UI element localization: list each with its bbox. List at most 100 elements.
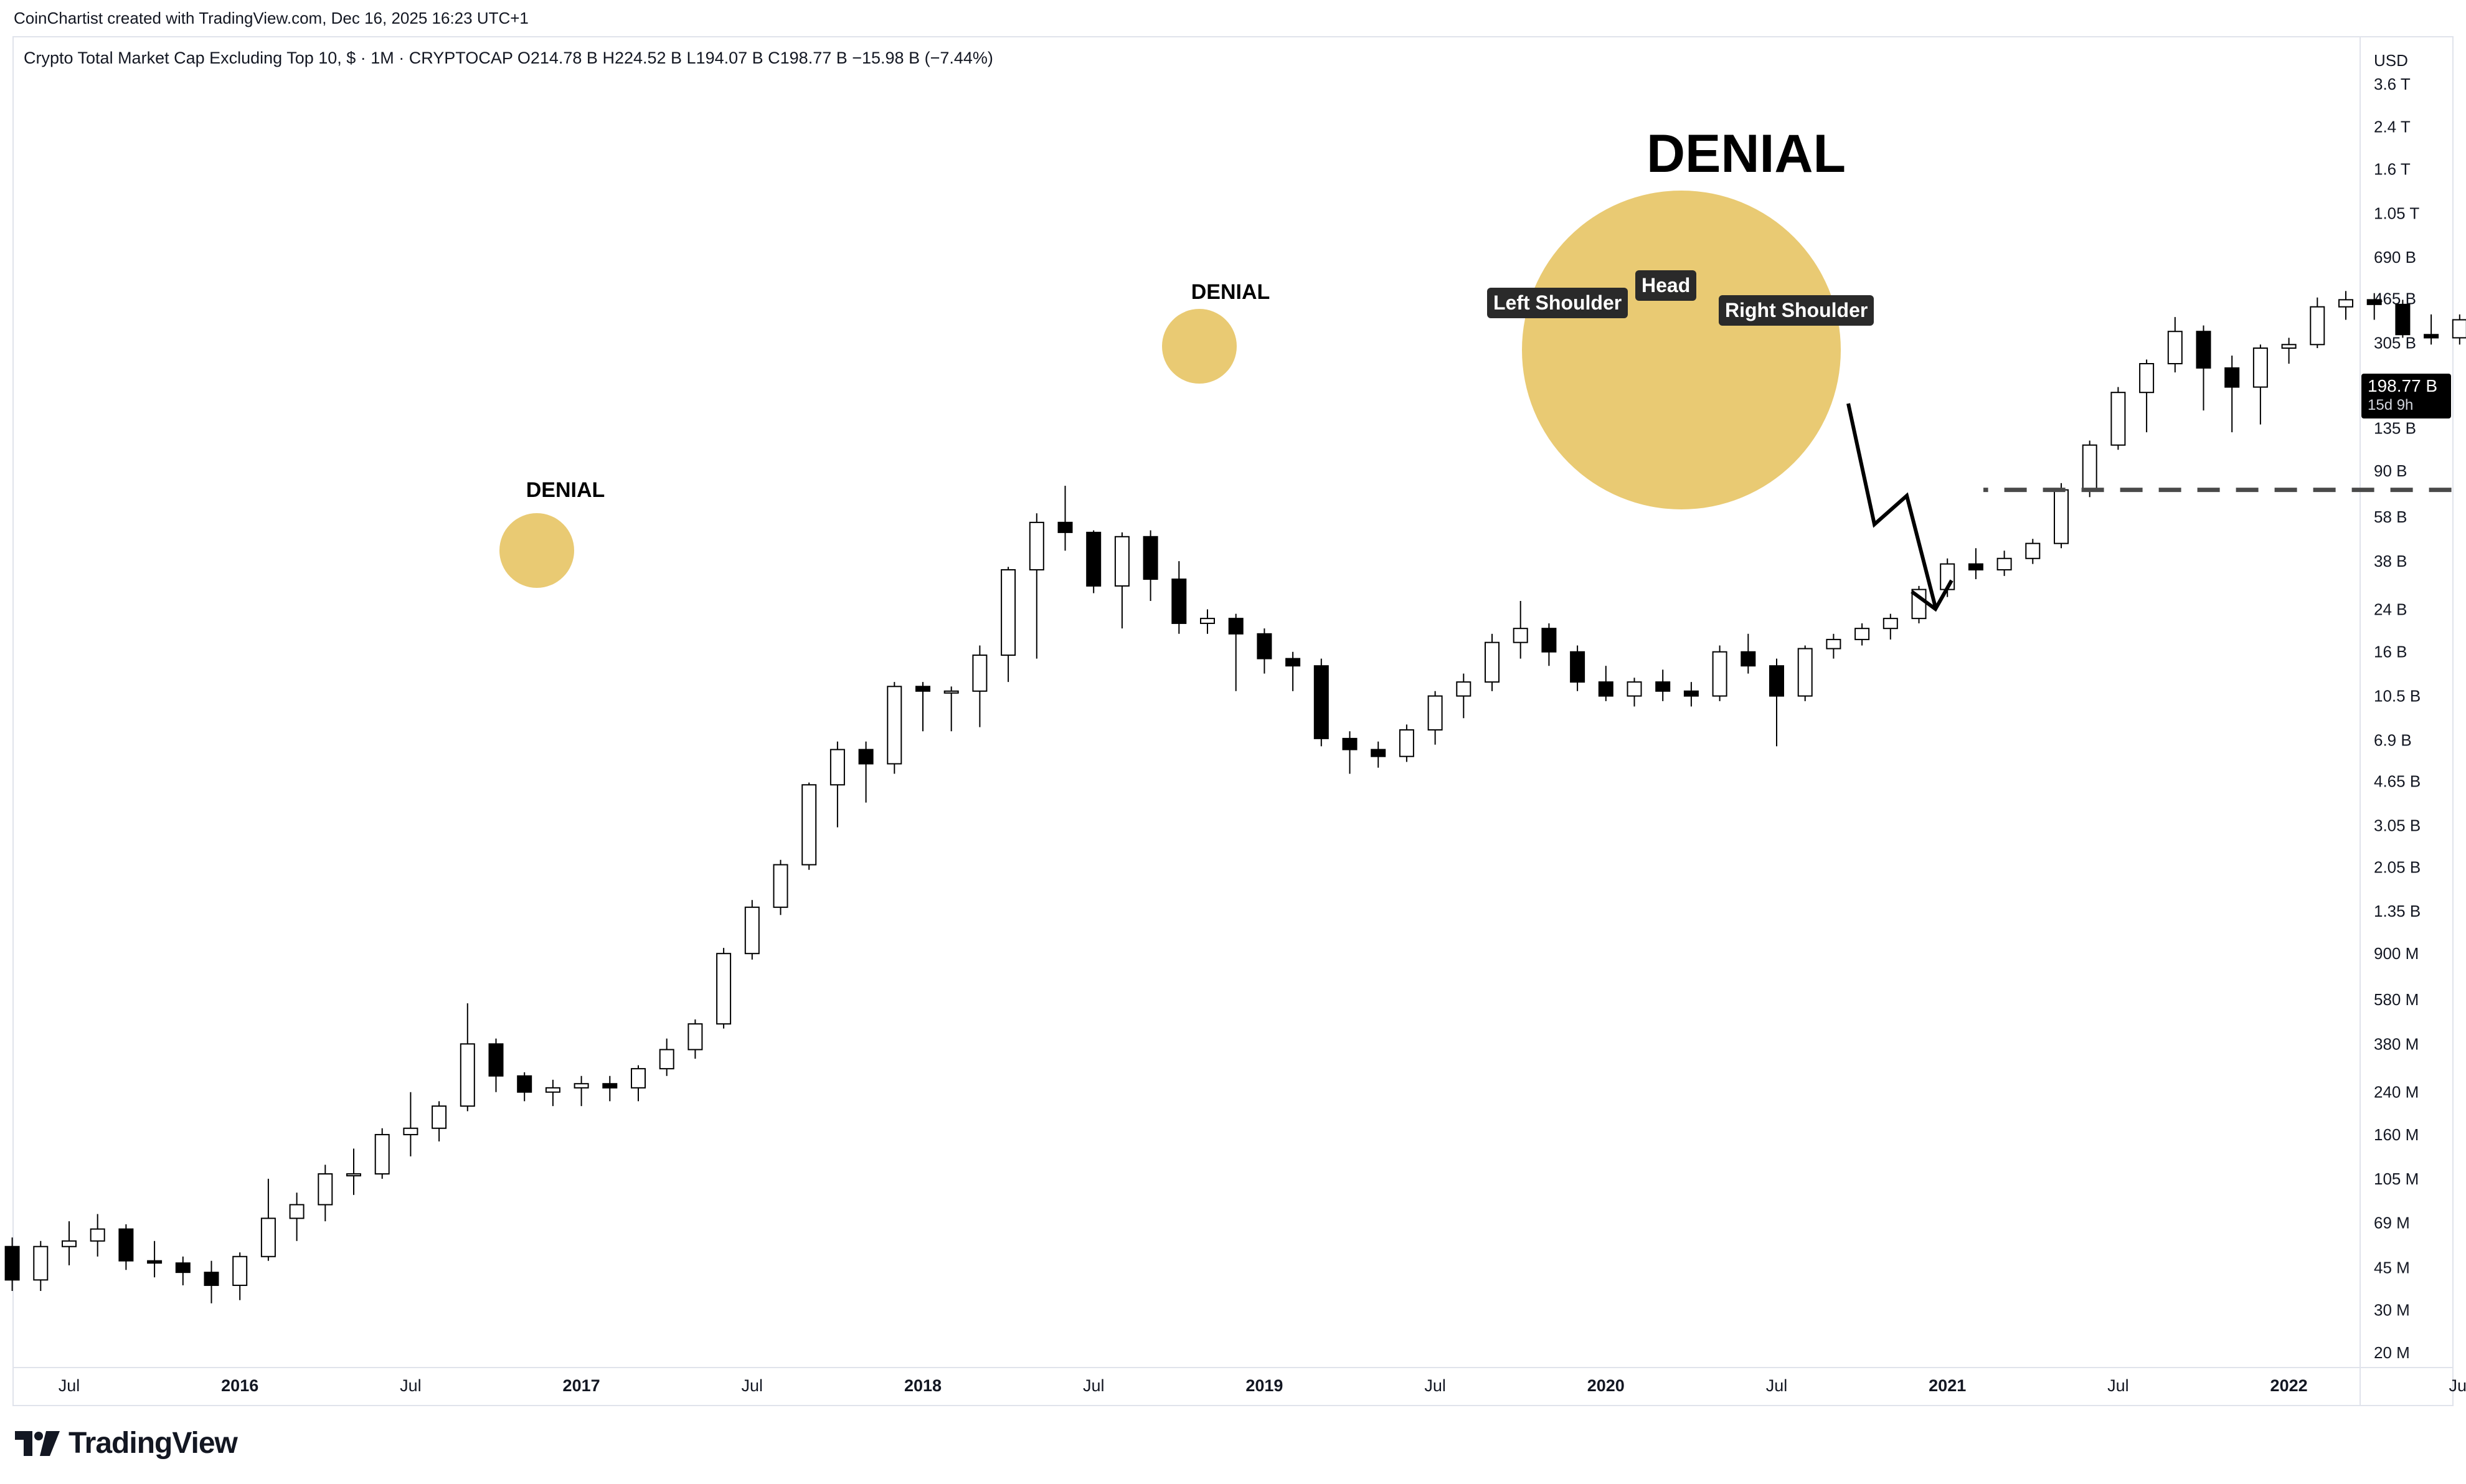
candle-down [4,1245,20,1281]
candle-up [801,784,817,866]
x-tick-label: Jul [1766,1376,1788,1395]
candle-down [204,1272,219,1286]
candle-up [2452,319,2466,339]
y-tick-label: 305 B [2374,334,2416,352]
head-label: Head [1635,270,1697,301]
candle-up [460,1043,475,1107]
x-tick-label: 2016 [221,1376,258,1395]
candle-up [545,1087,560,1093]
candles [4,291,2466,1303]
candle-up [346,1173,361,1177]
right-shoulder-label: Right Shoulder [1719,295,1874,326]
denial-label-2018: DENIAL [526,478,605,502]
candle-up [1427,695,1443,731]
candle-up [773,864,788,908]
candle-down [1143,536,1158,580]
x-tick-label: 2018 [904,1376,942,1395]
x-tick-label: Jul [400,1376,422,1395]
left-shoulder-label: Left Shoulder [1487,288,1628,318]
y-tick-label: 2.05 B [2374,858,2421,877]
candle-up [2338,299,2353,308]
y-tick-label: 1.05 T [2374,204,2419,222]
tradingview-logo-icon [15,1430,60,1456]
x-tick-label: 2020 [1587,1376,1625,1395]
y-tick-label: 10.5 B [2374,687,2421,706]
y-tick-label: 24 B [2374,600,2407,618]
y-tick-label: 900 M [2374,944,2419,963]
candle-up [1712,651,1727,697]
candle-up [432,1105,447,1129]
y-tick-label: 45 M [2374,1258,2410,1277]
tradingview-logo: TradingView [15,1426,238,1460]
candle-up [1797,648,1813,697]
candle-up [232,1255,248,1286]
candle-up [1996,557,2012,570]
x-tick-label: Jul [59,1376,80,1395]
y-tick-label: 69 M [2374,1214,2410,1232]
projection-arrow-path [1846,403,1937,608]
y-tick-label: 3.6 T [2374,75,2411,93]
candle-down [1968,563,1983,570]
candle-down [1741,651,1756,667]
candle-up [2167,331,2183,364]
candle-up [1200,618,1215,624]
candle-down [1313,665,1329,739]
x-axis-ticks: Jul 2016 Jul 2017 Jul 2018 Jul 2019 Jul 2020 Jul 20… [59,1376,2466,1395]
candle-down [1342,737,1358,750]
candle-up [33,1245,49,1281]
y-tick-label: 30 M [2374,1301,2410,1320]
candle-down [1570,651,1585,683]
candle-up [289,1204,305,1219]
candle-up [744,906,760,955]
candle-up [1001,569,1016,656]
y-tick-label: 1.35 B [2374,902,2421,920]
x-tick-label: 2019 [1245,1376,1283,1395]
y-tick-label: 1.6 T [2374,160,2411,179]
candle-up [2025,542,2041,559]
candle-up [1485,641,1500,683]
x-tick-label: Jul [1424,1376,1446,1395]
candle-down [1655,681,1671,692]
candle-up [1513,628,1528,643]
candle-up [90,1228,105,1242]
chart-credit: CoinChartist created with TradingView.co… [14,9,529,27]
candle-up [1627,681,1642,697]
y-tick-label: 240 M [2374,1083,2419,1102]
candle-up [829,749,845,786]
denial-circle-main [1522,191,1841,509]
candle-down [147,1260,163,1264]
y-tick-label: 38 B [2374,552,2407,570]
candle-up [1456,681,1472,697]
candle-down [1171,579,1187,624]
candle-up [687,1023,703,1051]
y-tick-label: 2.4 T [2374,117,2411,136]
candle-down [1057,521,1073,533]
candle-down [2424,334,2439,339]
candle-up [1399,729,1414,757]
denial-circle-2022 [1162,309,1237,384]
y-tick-label: 580 M [2374,990,2419,1009]
last-price: 198.77 B [2368,376,2438,395]
candle-up [2252,347,2268,388]
denial-label-main: DENIAL [1646,124,1846,184]
candle-up [1029,521,1044,570]
y-tick-label: 90 B [2374,461,2407,480]
candle-down [1228,618,1244,635]
candle-up [1883,618,1898,630]
y-tick-label: 16 B [2374,643,2407,661]
tradingview-wordmark: TradingView [68,1427,238,1460]
x-tick-label: Jul [742,1376,763,1395]
x-tick-label: 2017 [563,1376,600,1395]
candle-up [2281,344,2297,349]
candle-down [1541,628,1557,653]
candle-up [716,953,732,1025]
candle-up [2082,444,2097,491]
highlight-circles [499,191,1841,588]
last-price-badge: 198.77 B 15d 9h [2361,374,2451,418]
candle-up [943,690,959,694]
projection-arrow-head [1911,579,1953,612]
y-tick-label: 135 B [2374,419,2416,438]
bar-countdown: 15d 9h [2368,397,2414,414]
y-tick-label: 58 B [2374,508,2407,526]
